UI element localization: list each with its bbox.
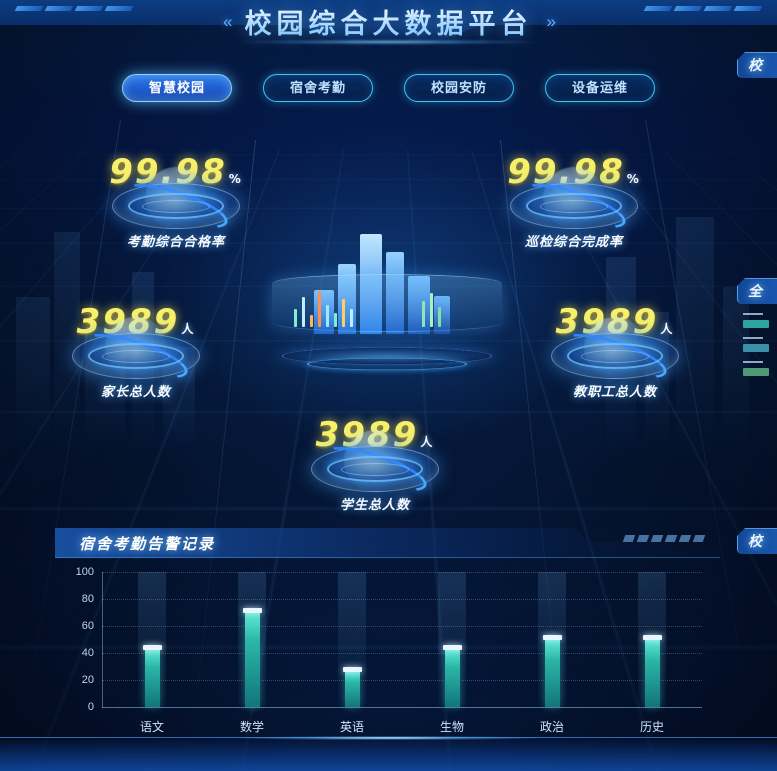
- row-progress-bar: [743, 320, 769, 328]
- kpi-parent-total: 3989人家长总人数: [46, 305, 226, 400]
- x-axis-tick-label: 政治: [539, 720, 564, 734]
- kpi-pedestal: [510, 167, 638, 237]
- y-axis-tick-label: 100: [75, 566, 94, 578]
- tab-2[interactable]: 宿舍考勤: [263, 74, 373, 102]
- kpi-unit: %: [228, 172, 243, 186]
- kpi-student-total: 3989人学生总人数: [285, 418, 465, 513]
- header-glow: [238, 40, 539, 44]
- bar[interactable]: [542, 634, 562, 707]
- kpi-unit: 人: [420, 435, 435, 449]
- row-marker: [743, 313, 763, 315]
- middle-right-panel: 全: [737, 278, 777, 376]
- panel-title: 宿舍考勤告警记录: [79, 536, 216, 553]
- y-axis-tick-label: 0: [87, 701, 94, 713]
- tab-1[interactable]: 智慧校园: [122, 74, 232, 102]
- row-progress-bar: [743, 344, 769, 352]
- x-axis: [102, 707, 702, 708]
- tab-3[interactable]: 校园安防: [404, 74, 514, 102]
- row-progress-bar: [743, 368, 769, 376]
- tab-4[interactable]: 设备运维: [545, 74, 655, 102]
- kpi-unit: 人: [181, 322, 196, 336]
- x-axis-tick-label: 英语: [339, 720, 364, 734]
- panel-header: 宿舍考勤告警记录: [55, 528, 720, 558]
- kpi-label: 巡检综合完成率: [524, 234, 623, 249]
- kpi-unit: %: [626, 172, 641, 186]
- x-axis-tick-label: 数学: [239, 720, 264, 734]
- x-axis-tick-label: 语文: [139, 720, 164, 734]
- gridline: [102, 707, 702, 708]
- side-panel-row: [737, 337, 777, 352]
- kpi-staff-total: 3989人教职工总人数: [525, 305, 705, 400]
- dorm-attendance-alarm-panel: 宿舍考勤告警记录 0 20 40 60 80 100 语文 数学 英语 生物 政治 历史: [55, 528, 720, 743]
- gridline: [102, 599, 702, 600]
- bottom-strip: [0, 736, 777, 771]
- gridline: [102, 653, 702, 654]
- gridline: [102, 626, 702, 627]
- gridline: [102, 572, 702, 573]
- bar-chart: 0 20 40 60 80 100 语文 数学 英语 生物 政治 历史: [55, 566, 720, 741]
- kpi-label: 家长总人数: [100, 384, 171, 399]
- nav-tabs: 智慧校园 宿舍考勤 校园安防 设备运维: [0, 74, 777, 102]
- kpi-pedestal: [311, 430, 439, 500]
- y-axis-tick-label: 20: [81, 674, 94, 686]
- bar[interactable]: [142, 645, 162, 707]
- kpi-pedestal: [72, 317, 200, 387]
- side-panel-title: 全: [737, 278, 777, 304]
- gridline: [102, 680, 702, 681]
- side-panel-row: [737, 313, 777, 328]
- bar[interactable]: [242, 607, 262, 707]
- side-panel-title: 校: [737, 52, 777, 78]
- bar[interactable]: [642, 634, 662, 707]
- header-stripes-left: [14, 6, 134, 11]
- top-right-panel: 校: [737, 52, 777, 78]
- side-panel-title: 校: [737, 528, 777, 554]
- bar[interactable]: [342, 666, 362, 707]
- side-panel-row: [737, 361, 777, 376]
- panel-decoration: [622, 535, 706, 542]
- holo-data-band: [272, 274, 502, 332]
- kpi-inspection-completion-rate: 99.98%巡检综合完成率: [484, 155, 664, 250]
- kpi-pedestal: [551, 317, 679, 387]
- holo-inner-ring: [307, 357, 467, 371]
- y-axis-tick-label: 80: [81, 593, 94, 605]
- center-hologram: [262, 178, 512, 408]
- chevron-right-icon: »: [546, 11, 557, 31]
- kpi-label: 考勤综合合格率: [126, 234, 225, 249]
- header-stripes-right: [643, 6, 763, 11]
- x-axis-tick-label: 历史: [639, 720, 664, 734]
- kpi-pedestal: [112, 167, 240, 237]
- y-axis-tick-label: 40: [81, 647, 94, 659]
- bottom-right-panel: 校: [737, 528, 777, 554]
- kpi-label: 教职工总人数: [572, 384, 657, 399]
- kpi-unit: 人: [660, 322, 675, 336]
- page-title: 校园综合大数据平台: [245, 2, 533, 41]
- x-axis-tick-label: 生物: [439, 720, 464, 734]
- kpi-label: 学生总人数: [339, 497, 410, 512]
- bar[interactable]: [442, 645, 462, 707]
- chevron-left-icon: «: [223, 11, 233, 31]
- y-axis-tick-label: 60: [81, 620, 94, 632]
- kpi-attendance-pass-rate: 99.98%考勤综合合格率: [86, 155, 266, 250]
- row-marker: [743, 337, 763, 339]
- app-header: « 校园综合大数据平台 »: [0, 0, 777, 64]
- row-marker: [743, 361, 763, 363]
- y-axis: [102, 572, 103, 707]
